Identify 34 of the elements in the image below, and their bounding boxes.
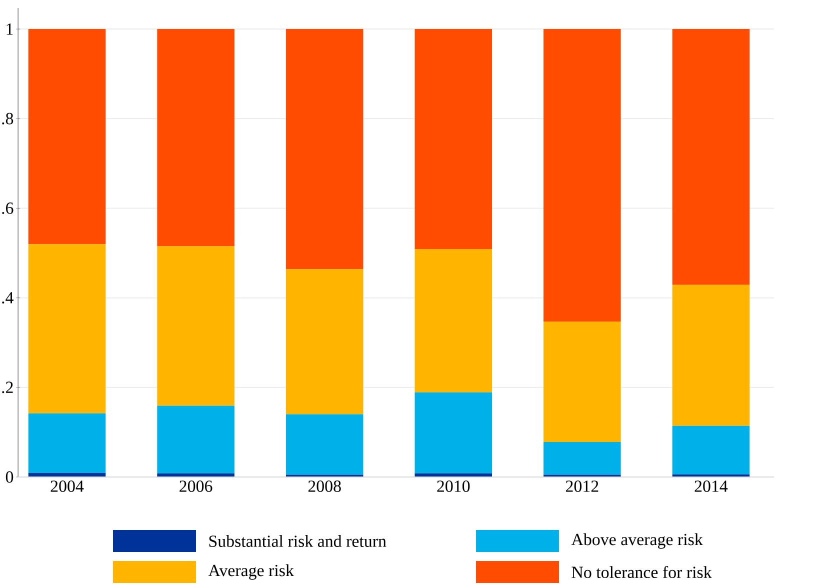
x-tick-label: 2008: [308, 480, 341, 492]
bar: [672, 284, 750, 426]
y-tick-label: .4: [2, 292, 14, 304]
bar: [544, 322, 621, 442]
bar: [286, 269, 364, 414]
x-tick-label: 2004: [50, 480, 84, 492]
bar: [286, 414, 364, 475]
bar: [414, 392, 492, 474]
y-tick-label: 0: [6, 471, 14, 483]
x-tick-label: 2014: [694, 480, 728, 492]
bar: [286, 29, 364, 270]
y-tick-label: .6: [2, 202, 14, 214]
bar: [157, 29, 234, 246]
bar: [414, 29, 492, 249]
x-tick-label: 2012: [566, 480, 598, 492]
legend-label: Above average risk: [571, 533, 703, 549]
bar: [157, 246, 234, 406]
bar: [28, 413, 106, 473]
legend-label: No tolerance for risk: [572, 566, 712, 578]
bar: [672, 29, 750, 285]
bar: [544, 29, 621, 322]
bar: [672, 426, 750, 474]
bar: [157, 406, 234, 474]
y-tick-label: .2: [2, 382, 13, 394]
bar: [28, 29, 106, 244]
x-tick-label: 2010: [437, 480, 470, 492]
y-tick-label: .8: [2, 112, 14, 124]
legend-label: Substantial risk and return: [209, 535, 386, 547]
legend-label: Average risk: [208, 564, 294, 580]
bar: [414, 248, 492, 392]
bar: [544, 442, 621, 475]
x-tick-label: 2006: [180, 480, 212, 492]
bar: [28, 244, 106, 414]
y-tick-label: 1: [6, 23, 13, 35]
